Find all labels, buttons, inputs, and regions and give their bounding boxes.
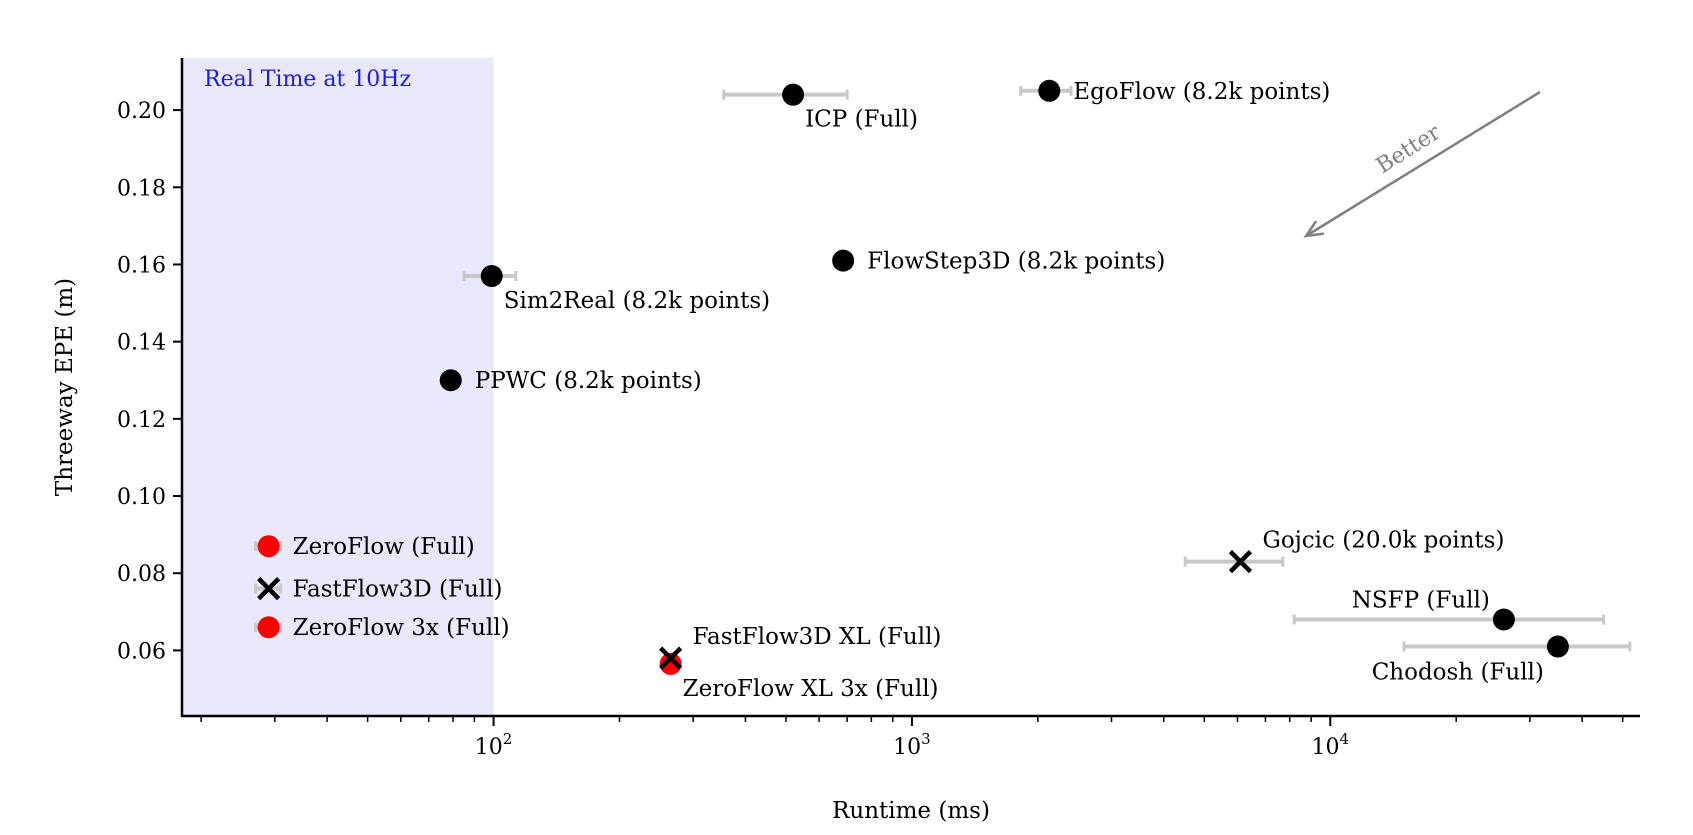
- label-chodosh-full: Chodosh (Full): [1372, 660, 1544, 686]
- marker-chodosh-full: [1546, 635, 1569, 658]
- better-arrow-head: [1303, 220, 1325, 238]
- real-time-region: [182, 58, 494, 716]
- x-tick-exponent: 4: [1339, 730, 1349, 748]
- x-stroke: [659, 646, 683, 670]
- x-tick-base: 10: [1311, 735, 1339, 760]
- y-tick-label: 0.08: [117, 562, 166, 587]
- data-markers: [257, 79, 1569, 675]
- x-tick-exponent: 2: [503, 730, 513, 748]
- label-flowstep3d-8-2k-points: FlowStep3D (8.2k points): [867, 249, 1165, 275]
- label-fastflow3d-full: FastFlow3D (Full): [293, 577, 503, 603]
- better-arrow-line: [1305, 90, 1541, 238]
- marker-fastflow3d-full: [257, 577, 281, 601]
- annotation-better: Better: [1303, 90, 1541, 238]
- x-tick-exponent: 3: [921, 730, 931, 748]
- point-labels: ICP (Full) EgoFlow (8.2k points) FlowStep3…: [293, 79, 1544, 702]
- marker-egoflow-8-2k-points: [1038, 79, 1061, 102]
- y-tick-label: 0.12: [117, 408, 166, 433]
- x-tick-base: 10: [893, 735, 921, 760]
- y-tick-label: 0.18: [117, 176, 166, 201]
- marker-zeroflow-xl-3x-full: [659, 652, 682, 675]
- label-fastflow3d-xl-full: FastFlow3D XL (Full): [693, 624, 942, 650]
- label-ppwc-8-2k-points: PPWC (8.2k points): [475, 368, 702, 394]
- x-tick-label: 103: [893, 730, 931, 760]
- marker-nsfp-full: [1492, 608, 1515, 631]
- x-axis-title: Runtime (ms): [832, 798, 990, 824]
- x-tick-label: 102: [475, 730, 513, 760]
- x-tick-label: 104: [1311, 730, 1349, 760]
- y-tick-label: 0.14: [117, 331, 166, 356]
- x-stroke: [257, 577, 281, 601]
- x-tick-base: 10: [475, 735, 503, 760]
- errorbar-gojcic-20-0k-points: [1183, 556, 1285, 567]
- y-tick-label: 0.16: [117, 253, 166, 278]
- region-label: Real Time at 10Hz: [204, 67, 411, 92]
- label-nsfp-full: NSFP (Full): [1352, 588, 1490, 614]
- marker-zeroflow-3x-full: [257, 616, 280, 639]
- marker-ppwc-8-2k-points: [439, 369, 462, 392]
- y-tick-label: 0.10: [117, 485, 166, 510]
- label-sim2real-8-2k-points: Sim2Real (8.2k points): [504, 288, 770, 314]
- errorbar-nsfp-full: [1292, 614, 1606, 625]
- marker-zeroflow-full: [257, 535, 280, 558]
- marker-icp-full: [782, 83, 805, 106]
- label-icp-full: ICP (Full): [805, 107, 918, 133]
- errorbar-chodosh-full: [1402, 641, 1632, 652]
- better-label: Better: [1372, 120, 1445, 179]
- label-zeroflow-full: ZeroFlow (Full): [293, 534, 475, 560]
- label-zeroflow-3x-full: ZeroFlow 3x (Full): [293, 615, 510, 641]
- marker-flowstep3d-8-2k-points: [832, 249, 855, 272]
- marker-gojcic-20-0k-points: [1228, 550, 1253, 574]
- y-tick-label: 0.06: [117, 639, 166, 664]
- label-zeroflow-xl-3x-full: ZeroFlow XL 3x (Full): [683, 676, 939, 702]
- marker-fastflow3d-xl-full: [659, 646, 683, 670]
- label-egoflow-8-2k-points: EgoFlow (8.2k points): [1073, 79, 1330, 105]
- y-axis-title: Threeway EPE (m): [52, 278, 78, 496]
- x-stroke: [1228, 550, 1253, 574]
- y-tick-label: 0.20: [117, 99, 166, 124]
- label-gojcic-20-0k-points: Gojcic (20.0k points): [1262, 528, 1504, 554]
- marker-sim2real-8-2k-points: [480, 265, 503, 288]
